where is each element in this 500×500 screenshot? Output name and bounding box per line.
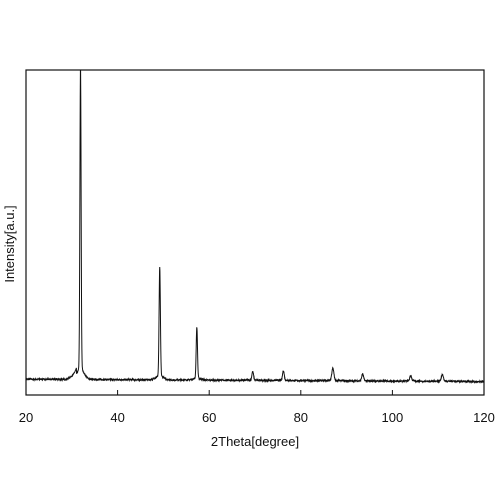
x-tick-label-60: 60 <box>202 410 216 425</box>
x-tick-label-100: 100 <box>382 410 404 425</box>
x-ticks: 20 40 60 80 100 120 <box>19 390 495 425</box>
x-tick-label-40: 40 <box>110 410 124 425</box>
x-tick-label-80: 80 <box>294 410 308 425</box>
x-axis-label: 2Theta[degree] <box>211 434 299 449</box>
x-tick-label-20: 20 <box>19 410 33 425</box>
y-axis-label: Intensity[a.u.] <box>2 205 17 282</box>
plot-area-frame <box>25 69 485 396</box>
x-tick-label-120: 120 <box>473 410 495 425</box>
series-line-diffraction-pattern <box>25 69 485 385</box>
